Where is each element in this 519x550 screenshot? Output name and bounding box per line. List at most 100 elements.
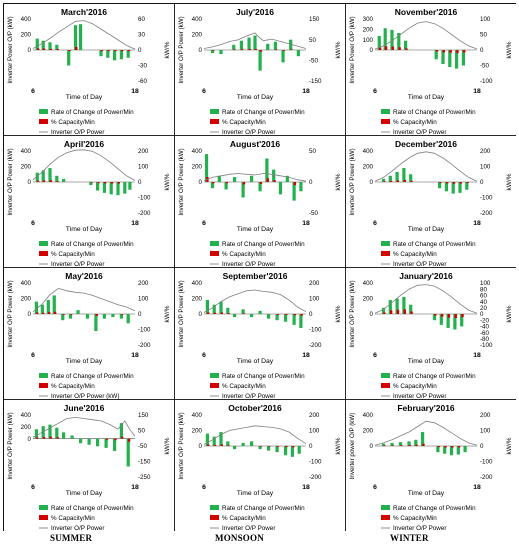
capacity-bar (259, 182, 263, 184)
rate-bar (275, 314, 279, 321)
rate-bar (85, 314, 89, 319)
y-axis-label: Inverter O/P Power (kW) (349, 148, 356, 215)
y-tick-label: 200 (363, 296, 374, 303)
y2-tick-label: 60 (138, 16, 145, 23)
capacity-bar (384, 46, 388, 50)
capacity-bar (42, 312, 45, 314)
season-label-monsoon: MONSOON (215, 533, 264, 543)
capacity-bar (442, 50, 446, 53)
x-axis-label: Time of Day (237, 226, 274, 233)
rate-bar (87, 438, 91, 445)
y2-tick-label: 100 (480, 428, 491, 435)
rate-bar (448, 50, 452, 68)
power-line (32, 20, 136, 50)
y-tick-label: 400 (192, 280, 203, 287)
legend-capacity-label: % Capacity/Min (393, 383, 437, 390)
y2-tick-label: 100 (138, 296, 149, 303)
y2-tick-label: 0 (480, 47, 484, 54)
power-line (374, 151, 478, 182)
rate-bar (290, 446, 294, 457)
rate-bar (55, 427, 59, 439)
rate-bar (68, 314, 72, 319)
legend-rate-label: Rate of Change of Power/Min (222, 505, 305, 512)
rate-bar (224, 182, 228, 190)
capacity-bar (56, 181, 59, 182)
rate-bar (444, 182, 448, 192)
rate-bar (265, 158, 269, 182)
rate-bar (409, 174, 413, 182)
legend-capacity-swatch (210, 515, 219, 520)
rate-bar (219, 301, 223, 314)
legend-rate-label: Rate of Change of Power/Min (51, 241, 134, 248)
rate-bar (123, 182, 127, 194)
chart-title: August'2016 (230, 139, 280, 149)
y2-tick-label: 100 (309, 428, 320, 435)
capacity-bar (446, 182, 449, 184)
y2-tick-label: -250 (138, 474, 151, 481)
y2-tick-label: 100 (480, 280, 491, 287)
legend-capacity-swatch (210, 251, 219, 256)
rate-bar (451, 182, 455, 194)
y2-tick-label: -50 (309, 58, 319, 65)
capacity-bar (463, 50, 466, 53)
y2-tick-label: 50 (480, 32, 487, 39)
legend-rate-label: Rate of Change of Power/Min (51, 505, 134, 512)
y2-axis-label: kW/% (164, 41, 171, 58)
rate-bar (241, 309, 245, 314)
rate-bar (465, 182, 469, 190)
rate-bar (381, 307, 386, 314)
y-tick-label: 400 (363, 280, 374, 287)
y2-tick-label: 80 (480, 286, 487, 293)
y-tick-label: 400 (192, 412, 203, 419)
y2-tick-label: -60 (480, 330, 490, 337)
capacity-bar (53, 311, 57, 314)
rate-bar (456, 446, 460, 455)
capacity-bar (452, 182, 456, 184)
rate-bar (55, 175, 59, 182)
rate-bar (377, 36, 381, 50)
capacity-bar (42, 180, 46, 182)
capacity-bar (97, 182, 100, 184)
rate-bar (258, 446, 262, 450)
chart-title: December'2016 (395, 139, 457, 149)
x-tick-label: 6 (31, 352, 35, 359)
capacity-bar (213, 312, 217, 314)
capacity-bar (70, 314, 73, 315)
y2-tick-label: 0 (138, 179, 142, 186)
capacity-bar (451, 446, 454, 448)
capacity-bar (207, 444, 210, 446)
rate-bar (397, 32, 401, 50)
legend-rate-swatch (210, 373, 219, 378)
capacity-bar (290, 49, 293, 50)
capacity-bar (410, 180, 413, 182)
x-tick-label: 18 (131, 220, 139, 227)
y2-tick-label: 50 (309, 37, 316, 44)
capacity-bar (95, 314, 98, 316)
y2-tick-label: -60 (138, 78, 148, 85)
y2-tick-label: -40 (480, 324, 490, 331)
capacity-bar (49, 48, 53, 50)
y2-tick-label: 20 (480, 305, 487, 312)
rate-bar (432, 314, 437, 321)
rate-bar (289, 39, 293, 50)
y2-tick-label: 0 (138, 311, 142, 318)
legend-capacity-swatch (210, 119, 219, 124)
capacity-bar (104, 182, 107, 184)
x-axis-label: Time of Day (408, 358, 445, 365)
y-axis-label: Inverter O/P Power (kW) (178, 280, 185, 347)
chart-panel: April'2016 Inverter O/P Power (kW) kW/% 0 20… (3, 135, 175, 268)
x-tick-label: 6 (202, 484, 206, 491)
y2-tick-label: 0 (309, 311, 313, 318)
y-tick-label: 0 (28, 311, 32, 318)
capacity-bar (242, 313, 246, 314)
capacity-bar (456, 50, 459, 54)
rate-bar (284, 446, 288, 456)
rate-bar (55, 44, 59, 50)
capacity-bar (241, 49, 244, 50)
y2-tick-label: -30 (138, 63, 148, 70)
rate-bar (247, 37, 251, 50)
power-line (203, 173, 307, 182)
y-tick-label: 0 (28, 47, 32, 54)
capacity-bar (268, 446, 271, 447)
season-labels: SUMMER MONSOON WINTER (0, 533, 519, 549)
